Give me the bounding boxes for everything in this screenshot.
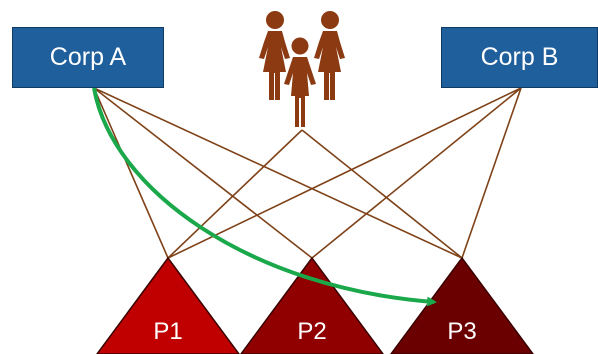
edge-corp-a-to-p3	[93, 87, 463, 259]
triangle-p3: P3	[390, 256, 534, 354]
edge-corp-b-to-p2	[311, 87, 522, 259]
edge-people-to-p1	[167, 129, 303, 259]
edge-corp-a-to-p2	[93, 87, 313, 259]
triangle-label-p1: P1	[153, 318, 182, 345]
corp-b-box: Corp B	[441, 27, 598, 88]
curved-arrow-corp-a-to-p3	[92, 87, 437, 307]
corp-b-label: Corp B	[480, 43, 559, 71]
corp-a-label: Corp A	[49, 43, 127, 71]
edge-people-to-p3	[301, 129, 463, 259]
edge-corp-b-to-p3	[461, 87, 522, 259]
triangle-label-p3: P3	[447, 318, 476, 345]
edge-corp-a-to-p1	[93, 87, 169, 259]
triangle-p1: P1	[96, 256, 240, 354]
connector-lines	[93, 87, 522, 259]
triangle-label-p2: P2	[297, 318, 326, 345]
triangle-p2: P2	[240, 256, 384, 354]
edge-corp-b-to-p1	[167, 87, 522, 259]
woman-right-icon	[314, 11, 345, 100]
corp-a-box: Corp A	[12, 27, 164, 88]
family-people-icon	[259, 11, 345, 127]
child-icon	[284, 37, 316, 127]
woman-left-icon	[259, 11, 290, 100]
